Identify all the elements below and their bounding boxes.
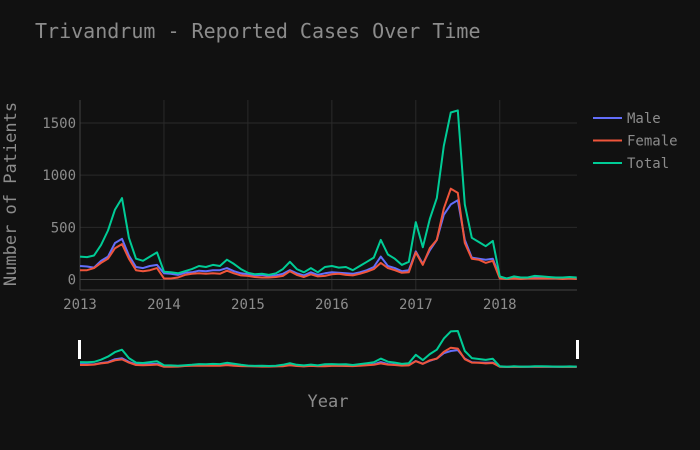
slider-series-line-total: [79, 330, 577, 368]
x-tick-label: 2018: [483, 297, 517, 313]
legend[interactable]: Male Female Total: [593, 111, 678, 172]
y-tick-label: 1500: [42, 116, 76, 132]
grid: [80, 100, 577, 290]
y-tick-label: 1000: [42, 168, 76, 184]
slider-series-line-female: [80, 346, 577, 368]
legend-item-female[interactable]: Female: [593, 134, 678, 150]
x-tick-label: 2016: [315, 297, 349, 313]
series-line-female: [80, 187, 577, 280]
y-tick-label: 500: [51, 220, 76, 236]
series-line-total: [79, 109, 577, 280]
legend-label: Total: [627, 156, 669, 172]
x-tick-labels: 2013 2014 2015 2016 2017 2018: [63, 297, 516, 313]
legend-label: Male: [627, 111, 661, 127]
range-slider-handle-right[interactable]: [576, 340, 579, 359]
x-tick-label: 2014: [147, 297, 181, 313]
range-slider-handle-left[interactable]: [78, 340, 81, 359]
x-axis-label: Year: [308, 392, 349, 412]
x-tick-label: 2017: [399, 297, 433, 313]
range-slider[interactable]: [78, 330, 579, 370]
chart-title: Trivandrum - Reported Cases Over Time: [35, 19, 481, 43]
y-axis-label: Number of Patients: [1, 102, 21, 286]
legend-item-male[interactable]: Male: [593, 111, 661, 127]
plot-area: [79, 109, 577, 280]
x-tick-label: 2013: [63, 297, 97, 313]
y-tick-label: 0: [68, 273, 76, 289]
legend-label: Female: [627, 134, 678, 150]
x-tick-label: 2015: [231, 297, 265, 313]
legend-item-total[interactable]: Total: [593, 156, 669, 172]
y-tick-labels: 0 500 1000 1500: [42, 116, 76, 289]
